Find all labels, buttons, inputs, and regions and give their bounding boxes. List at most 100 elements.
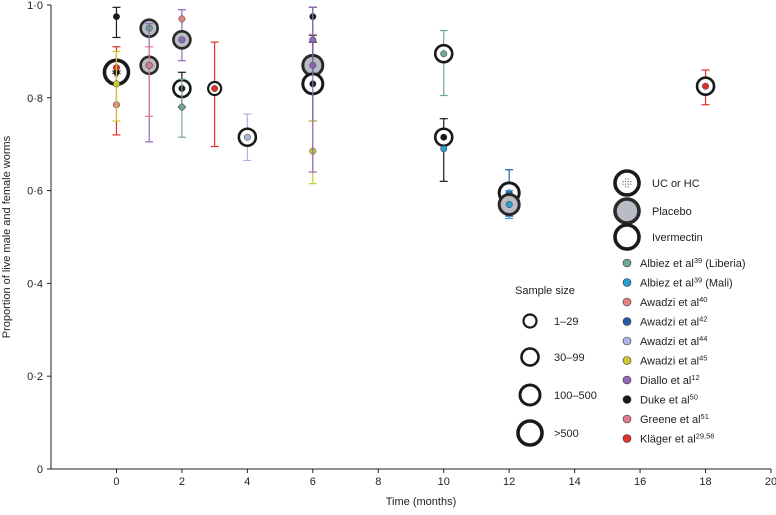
study-dot xyxy=(145,61,153,69)
uc-dot xyxy=(627,178,629,180)
data-point xyxy=(308,6,317,173)
study-dot xyxy=(113,80,120,88)
legend-study: Awadzi et al40 xyxy=(622,295,707,309)
uc-dot xyxy=(625,178,627,180)
uc-dot xyxy=(625,183,627,185)
data-point xyxy=(112,50,121,122)
data-point xyxy=(207,41,223,148)
data-point xyxy=(178,15,186,23)
study-dot xyxy=(178,15,186,23)
uc-dot xyxy=(625,186,627,188)
uc-dot xyxy=(627,186,629,188)
legend-study: Awadzi et al45 xyxy=(622,354,707,368)
sample-size-label: >500 xyxy=(554,428,579,440)
legend-arm-label: Placebo xyxy=(652,206,692,218)
data-point xyxy=(145,46,154,117)
uc-dot xyxy=(111,70,114,72)
data-point xyxy=(177,78,186,138)
legend-study: Duke et al50 xyxy=(622,393,698,407)
study-dot xyxy=(505,201,513,208)
legend-arm-label: Ivermectin xyxy=(652,232,703,244)
study-dot xyxy=(113,13,120,21)
point-marker xyxy=(695,76,716,96)
y-axis-label: Proportion of live male and female worms xyxy=(1,135,13,338)
x-tick-label: 18 xyxy=(699,476,711,488)
uc-dot xyxy=(625,181,627,183)
data-point xyxy=(695,69,716,106)
uc-ring xyxy=(613,169,641,197)
point-marker xyxy=(309,36,317,44)
point-marker xyxy=(113,80,120,88)
x-tick-label: 6 xyxy=(310,476,316,488)
y-tick-label: 1·0 xyxy=(27,0,43,12)
legend-study: Diallo et al12 xyxy=(622,373,700,387)
legend-study: Albiez et al39 (Liberia) xyxy=(622,256,746,270)
legend-study: Greene et al51 xyxy=(622,412,709,426)
sample-size-marker xyxy=(518,383,542,407)
legend-study: Albiez et al39 (Mali) xyxy=(622,276,733,290)
legend-study-swatch xyxy=(622,258,632,268)
uc-dot xyxy=(627,183,629,185)
sample-size-label: 100–500 xyxy=(554,390,597,402)
legend-study-label: Awadzi et al44 xyxy=(640,334,707,348)
sample-size-title: Sample size xyxy=(515,285,575,297)
uc-dot xyxy=(119,70,121,72)
uc-dot xyxy=(627,181,629,183)
chart-marks xyxy=(102,6,716,220)
point-marker xyxy=(433,43,454,64)
x-tick-label: 10 xyxy=(438,476,450,488)
study-dot xyxy=(178,103,186,111)
uc-dot xyxy=(622,181,624,183)
legend-study-swatch xyxy=(622,336,632,346)
point-marker xyxy=(145,61,153,69)
study-dot xyxy=(211,85,219,92)
uc-dot xyxy=(630,183,632,185)
sample-size-label: 1–29 xyxy=(554,316,578,328)
sample-size-label: 30–99 xyxy=(554,352,585,364)
x-tick-label: 4 xyxy=(244,476,250,488)
legend-study: Kläger et al29,56 xyxy=(622,432,714,446)
point-marker xyxy=(237,127,258,148)
sample-size-item: 100–500 xyxy=(518,383,597,407)
uc-dot xyxy=(117,75,119,77)
sample-size-marker xyxy=(522,313,538,329)
x-tick-label: 20 xyxy=(765,476,776,488)
ivermectin-ring xyxy=(613,223,641,251)
legend-study-label: Albiez et al39 (Mali) xyxy=(640,276,733,290)
study-dot xyxy=(243,133,251,141)
legend-study-swatch xyxy=(622,414,632,424)
sample-size-marker xyxy=(516,419,544,447)
legend-arm-uc: UC or HC xyxy=(613,169,700,197)
uc-dot xyxy=(119,72,121,75)
uc-dot xyxy=(630,181,632,183)
placebo-ring xyxy=(613,197,641,225)
x-tick-label: 16 xyxy=(634,476,646,488)
point-marker xyxy=(440,145,448,153)
y-tick-label: 0 xyxy=(37,464,43,476)
legend-arm-marker xyxy=(613,223,641,251)
legend-study-swatch xyxy=(622,434,632,443)
legend-study-swatch xyxy=(622,317,632,326)
sample-size-item: 30–99 xyxy=(520,347,585,367)
legend-study-swatch xyxy=(622,395,632,404)
uc-dot xyxy=(111,72,114,75)
y-tick-label: 0·8 xyxy=(27,93,43,105)
study-dot xyxy=(309,36,317,44)
legend-study-label: Awadzi et al45 xyxy=(640,354,707,368)
legend-study-label: Greene et al51 xyxy=(640,412,709,426)
y-tick-label: 0·2 xyxy=(27,371,43,383)
study-dot xyxy=(440,133,448,141)
data-point xyxy=(497,190,521,220)
legend-arm-marker xyxy=(613,197,641,225)
legend-study-swatch xyxy=(622,297,632,307)
study-dot xyxy=(440,50,448,58)
point-marker xyxy=(433,127,454,148)
x-tick-label: 12 xyxy=(503,476,515,488)
point-marker xyxy=(207,80,223,97)
y-tick-label: 0·4 xyxy=(27,278,43,290)
legend-study: Awadzi et al42 xyxy=(622,315,707,329)
study-dot xyxy=(702,82,709,90)
legend-study-label: Kläger et al29,56 xyxy=(640,432,714,446)
